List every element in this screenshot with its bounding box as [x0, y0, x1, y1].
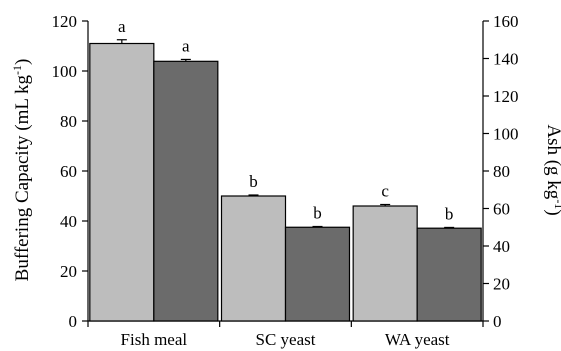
axes: 0 20 40 60 80 100 120 0 20 40 60 80 100 120 140 160 Fish… — [52, 12, 519, 349]
y-axis-title-main: Buffering Capacity (mL kg — [12, 75, 33, 282]
x-tick-label: SC yeast — [256, 330, 316, 349]
y2-axis-title-tail: ) — [543, 209, 561, 215]
y2-tick-label: 80 — [493, 162, 510, 181]
y-tick-label: 20 — [60, 262, 77, 281]
y-tick-label: 40 — [60, 212, 77, 231]
y-tick-label: 120 — [52, 12, 78, 31]
y-tick-label: 60 — [60, 162, 77, 181]
y-tick-label: 80 — [60, 112, 77, 131]
y-axis-title: Buffering Capacity (mL kg-1) — [10, 59, 33, 282]
y2-axis-title: Ash (g kg-1) — [543, 124, 561, 215]
significance-label: b — [445, 204, 454, 223]
x-tick-label: WA yeast — [385, 330, 450, 349]
bar — [153, 60, 219, 322]
bar — [89, 42, 155, 322]
y2-tick-label: 160 — [493, 12, 519, 31]
y2-tick-label: 120 — [493, 87, 519, 106]
y-axis-title-sup: -1 — [10, 65, 24, 75]
y-axis-title-tail: ) — [12, 59, 33, 65]
significance-label: c — [381, 182, 389, 201]
y2-tick-label: 60 — [493, 200, 510, 219]
y2-tick-label: 140 — [493, 50, 519, 69]
y-tick-label: 0 — [69, 312, 78, 331]
y2-tick-label: 0 — [493, 312, 502, 331]
y-tick-label: 100 — [52, 62, 78, 81]
x-tick-label: Fish meal — [121, 330, 188, 349]
significance-label: a — [182, 36, 190, 55]
bar — [416, 227, 482, 322]
bar — [220, 195, 287, 322]
bar — [352, 205, 418, 322]
y2-axis-title-sup: -1 — [552, 199, 561, 209]
y2-axis-title-main: Ash (g kg — [543, 124, 561, 199]
significance-label: b — [313, 204, 322, 223]
y2-tick-label: 20 — [493, 275, 510, 294]
sig-labels: a b c a b b — [118, 17, 453, 224]
significance-label: a — [118, 17, 126, 36]
y2-tick-label: 40 — [493, 237, 510, 256]
significance-label: b — [249, 172, 258, 191]
bar — [284, 226, 351, 322]
bars — [89, 39, 482, 322]
y2-tick-label: 100 — [493, 125, 519, 144]
